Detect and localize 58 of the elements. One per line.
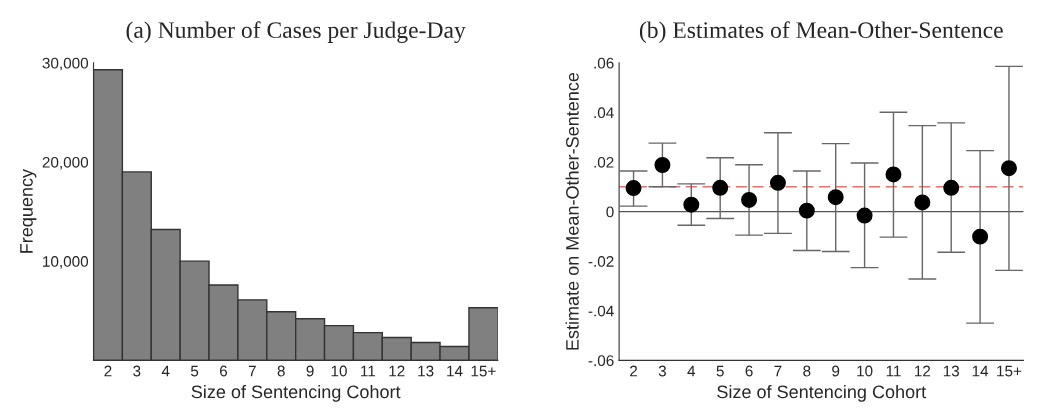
x-tick-label: 6	[745, 365, 753, 377]
point	[885, 166, 902, 183]
point	[712, 179, 729, 196]
y-tick-label: 30,000	[42, 57, 89, 71]
point	[943, 179, 960, 196]
point	[654, 157, 671, 173]
y-tick-label: .06	[594, 57, 614, 69]
x-tick-label: 7	[248, 365, 256, 377]
point	[769, 174, 786, 191]
chart-title: (a) Number of Cases per Judge-Day	[126, 21, 466, 43]
x-tick-label: 6	[219, 365, 228, 377]
y-tick-label: .04	[594, 107, 614, 119]
x-tick-label: 14	[972, 365, 989, 377]
x-tick-label: 11	[361, 365, 376, 377]
y-tick-label: .02	[594, 156, 614, 168]
y-tick-label: -.04	[588, 305, 614, 317]
x-tick-label: 10	[857, 365, 873, 377]
y-axis-title: Frequency	[20, 168, 37, 253]
x-tick-label: 4	[161, 365, 170, 377]
x-tick-label: 12	[389, 365, 405, 377]
y-tick-label: 0	[606, 206, 614, 218]
x-tick-label: 9	[832, 365, 840, 377]
chart-title: (b) Estimates of Mean-Other-Sentence	[639, 21, 1003, 43]
x-tick-label: 12	[915, 365, 931, 377]
x-tick-label: 8	[277, 365, 285, 377]
x-tick-label: 4	[687, 365, 696, 377]
y-axis-title: Estimate on Mean-Other-Sentence	[565, 72, 579, 350]
x-tick-label: 13	[943, 365, 960, 377]
y-tick-label: -.02	[588, 256, 614, 267]
point	[741, 191, 758, 208]
point	[625, 180, 642, 197]
x-tick-label: 11	[886, 365, 901, 377]
point	[972, 228, 989, 245]
x-tick-label: 2	[104, 365, 112, 377]
x-tick-label: 8	[803, 365, 811, 377]
point	[827, 189, 844, 206]
x-tick-label: 9	[306, 365, 314, 377]
x-tick-label: 3	[133, 365, 141, 377]
x-tick-label: 13	[418, 365, 434, 377]
x-tick-label: 15+	[471, 365, 496, 377]
x-tick-label: 5	[190, 365, 199, 377]
x-tick-label: 5	[716, 365, 724, 377]
x-tick-label: 2	[630, 365, 638, 377]
y-tick-label: 20,000	[42, 156, 89, 170]
y-tick-label: 10,000	[43, 256, 89, 269]
x-tick-label: 10	[331, 365, 347, 377]
point	[1000, 160, 1017, 177]
point	[798, 202, 815, 219]
point	[683, 196, 700, 213]
x-tick-label: 7	[774, 365, 782, 377]
y-tick-label: -.06	[588, 355, 614, 367]
point	[914, 194, 931, 211]
point	[856, 207, 873, 224]
x-tick-label: 15+	[997, 365, 1022, 377]
x-axis-title: Size of Sentencing Cohort	[717, 385, 927, 402]
x-tick-label: 14	[447, 365, 463, 377]
x-axis-title: Size of Sentencing Cohort	[191, 385, 401, 402]
x-tick-label: 3	[658, 365, 666, 377]
